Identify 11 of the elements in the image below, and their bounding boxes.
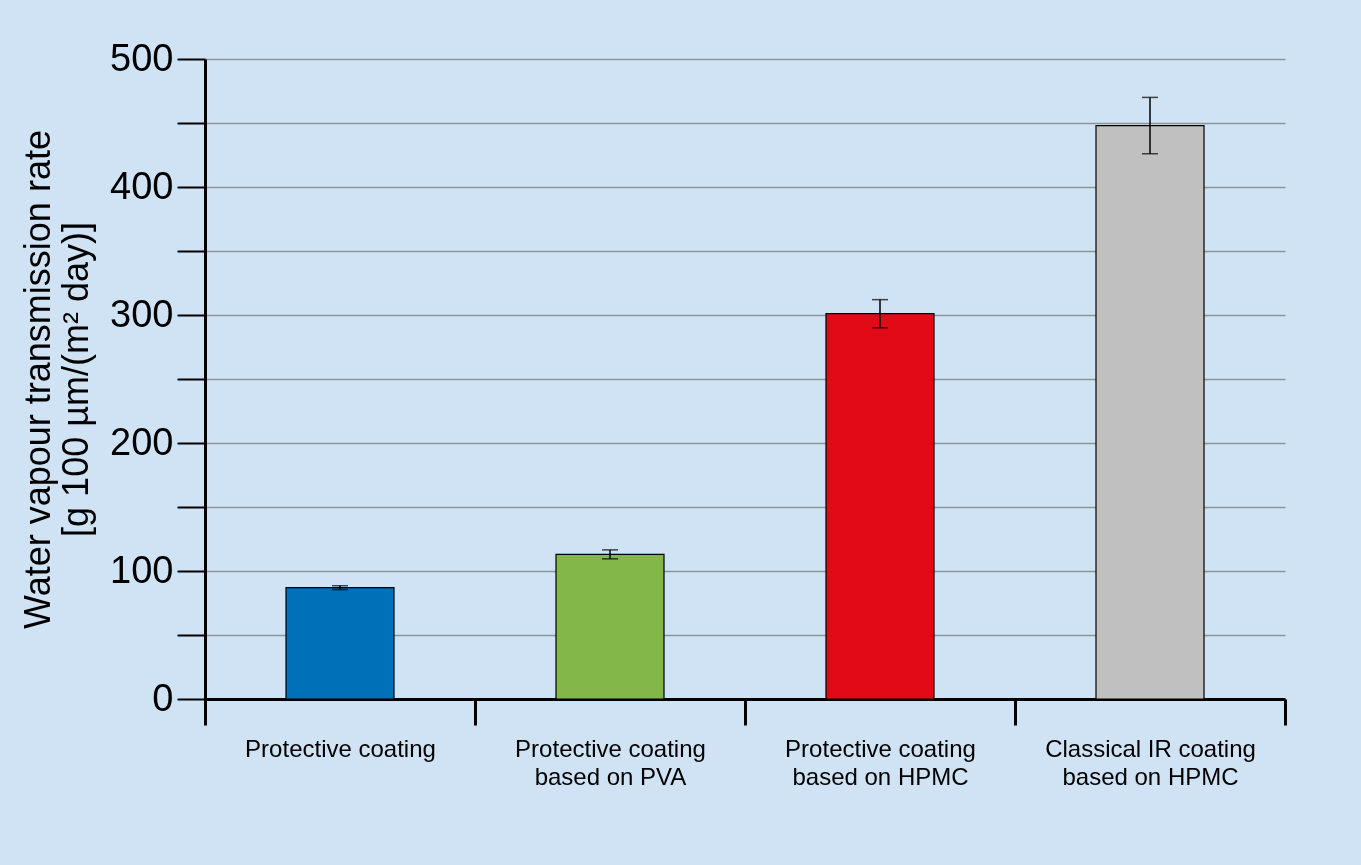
x-tick-label: Protective coating — [245, 734, 436, 762]
x-tick-label: Protective coating based on HPMC — [785, 734, 976, 790]
y-tick-label: 0 — [152, 676, 174, 719]
y-axis-title: Water vapour transmission rate [g 100 µm/(m² day)] — [17, 130, 97, 629]
y-tick-label: 300 — [110, 292, 174, 335]
y-tick-label: 500 — [110, 36, 174, 79]
x-tick-label: Protective coating based on PVA — [515, 734, 706, 790]
y-tick-label: 400 — [110, 164, 174, 207]
x-tick-label: Classical IR coating based on HPMC — [1045, 734, 1256, 790]
y-tick-label: 100 — [110, 548, 174, 591]
y-tick-label: 200 — [110, 420, 174, 463]
